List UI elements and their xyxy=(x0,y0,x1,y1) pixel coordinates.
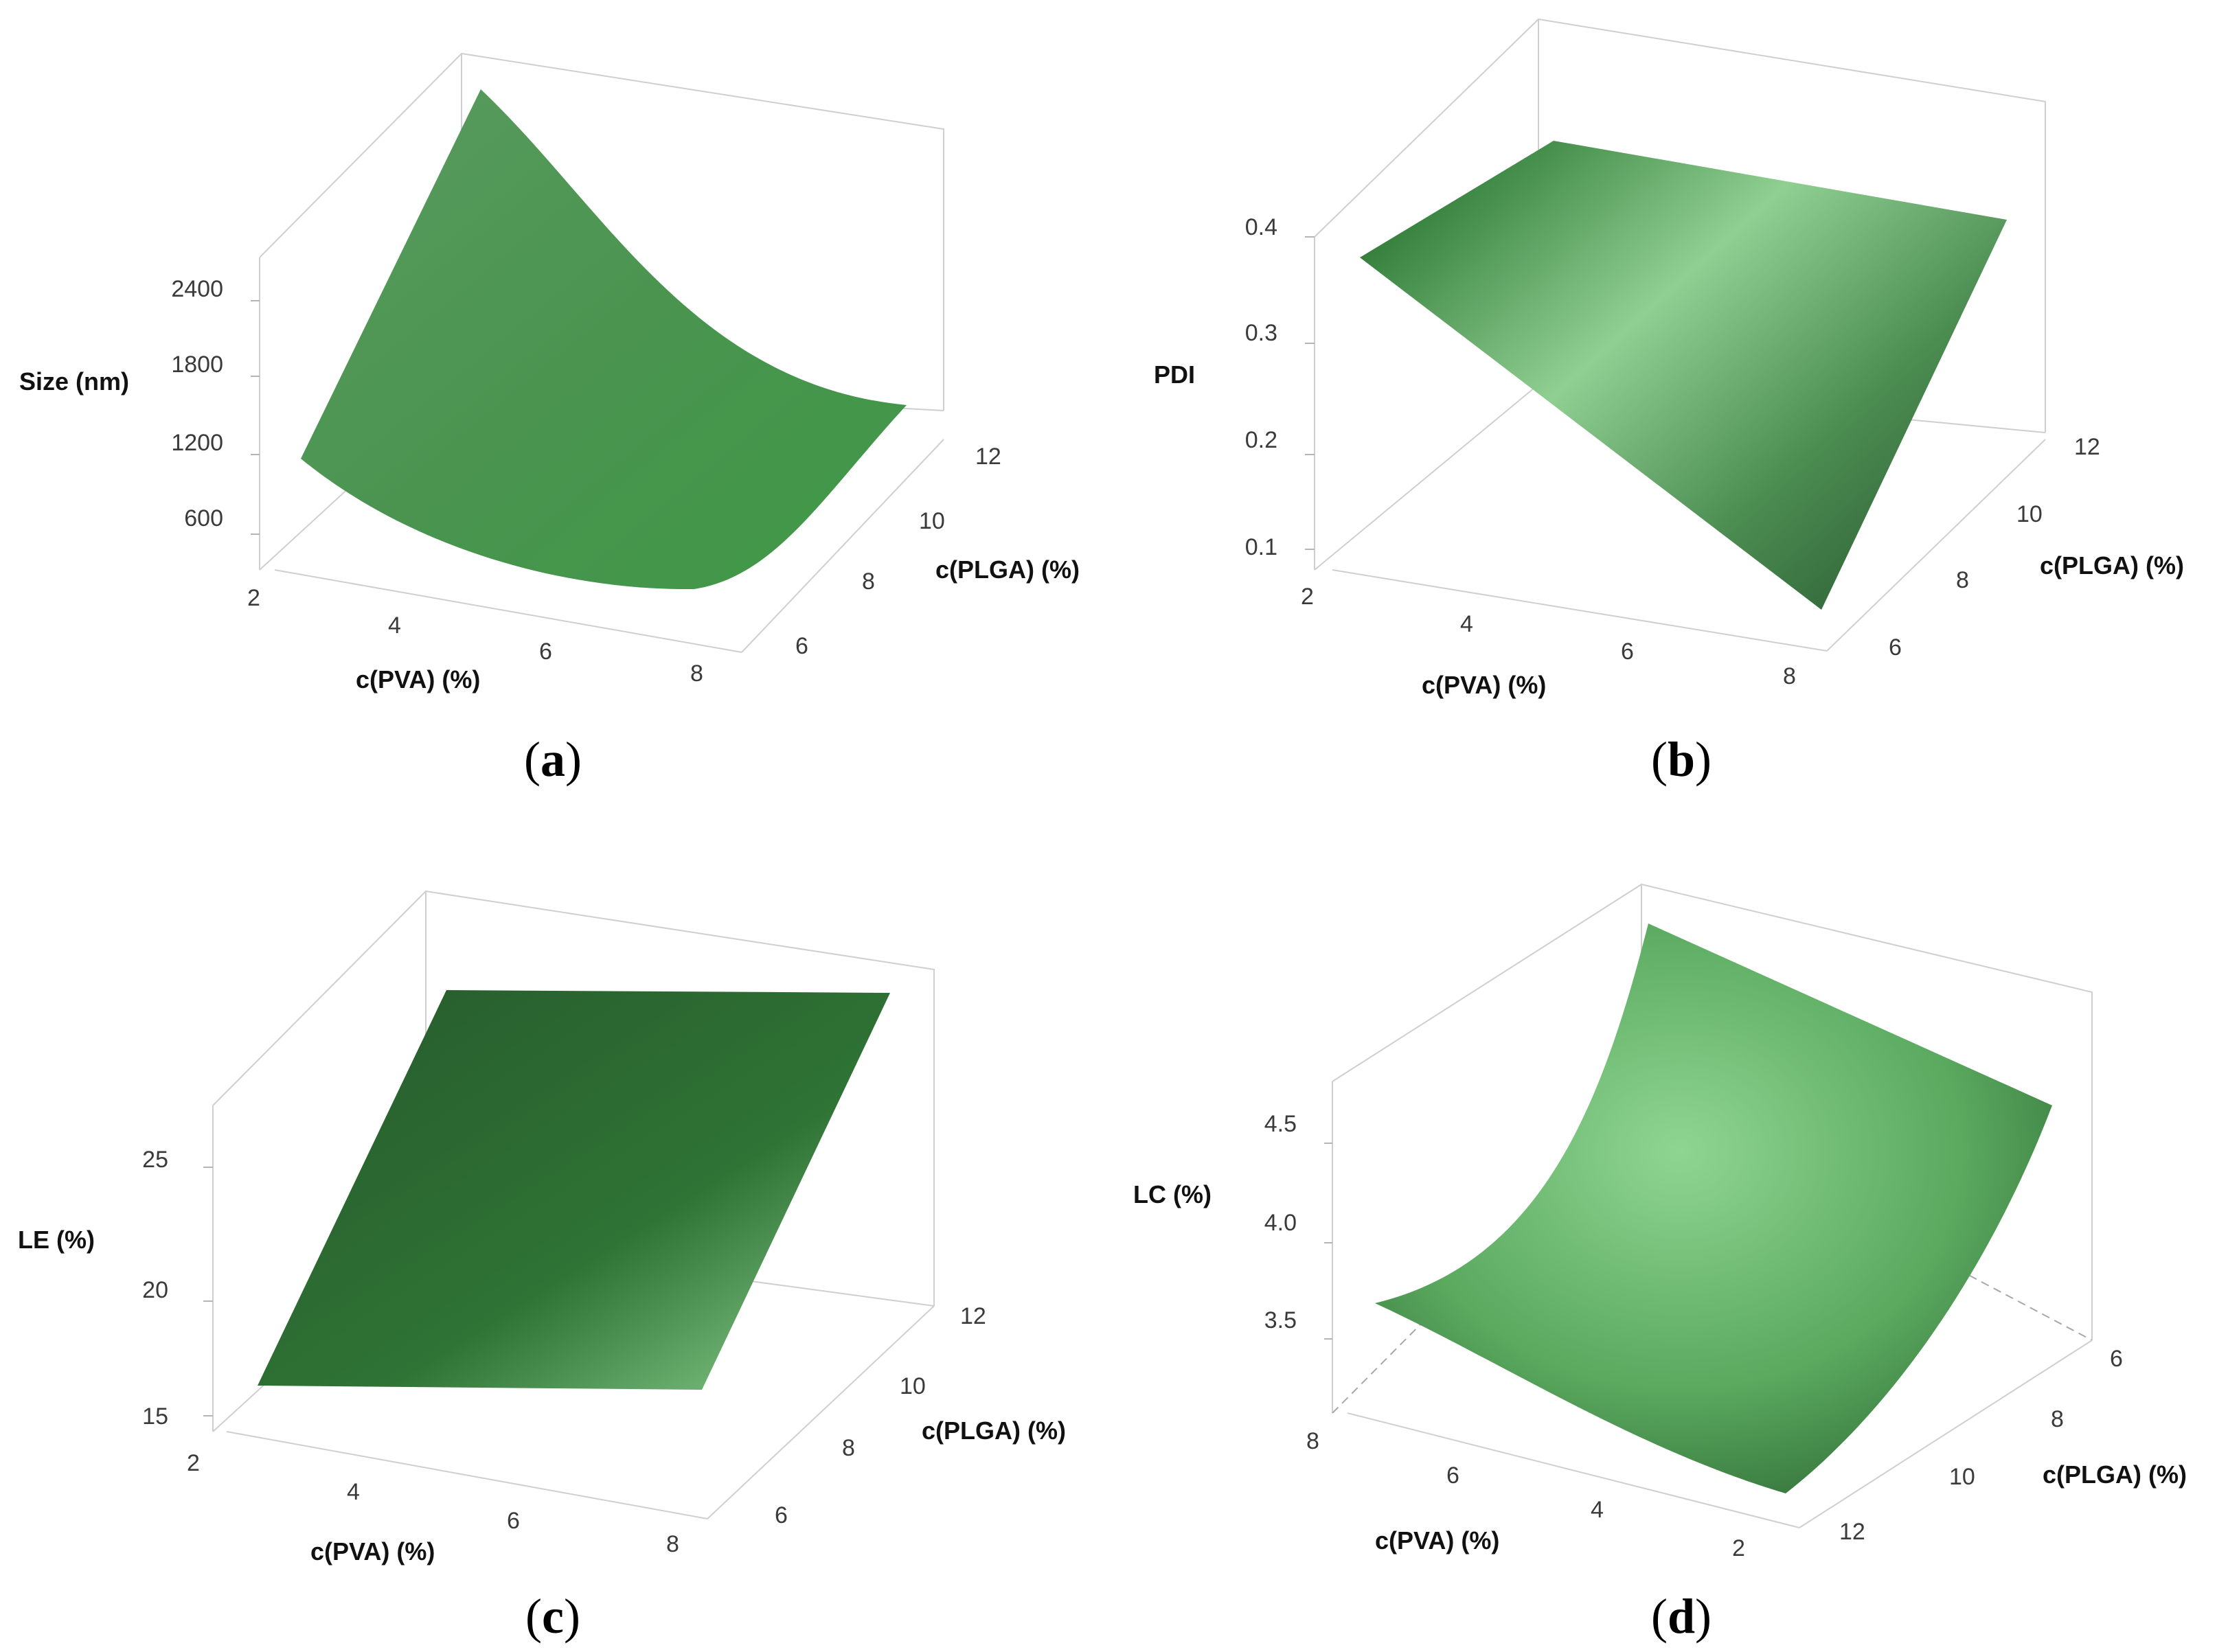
caption-c: (c) xyxy=(525,1589,580,1644)
y-tick-d-3: 8 xyxy=(2051,1406,2064,1432)
z-axis-c: 25 20 15 LE (%) xyxy=(18,1147,213,1430)
y-tick-c-2: 8 xyxy=(842,1435,855,1461)
x-tick-b-3: 6 xyxy=(1621,639,1634,665)
x-tick-a-2: 4 xyxy=(388,612,401,639)
y-tick-d-4: 6 xyxy=(2110,1346,2123,1372)
y-tick-b-2: 8 xyxy=(1956,567,1969,593)
z-axis-title-c: LE (%) xyxy=(18,1226,95,1254)
x-tick-d-3: 4 xyxy=(1591,1497,1604,1523)
x-axis-a: 2 4 6 8 c(PVA) (%) xyxy=(247,585,703,693)
x-axis-b: 2 4 6 8 c(PVA) (%) xyxy=(1301,584,1796,699)
panel-a: 2400 1800 1200 600 Size (nm) 2 4 6 8 c(P… xyxy=(19,52,1080,787)
y-axis-d: 12 10 8 6 c(PLGA) (%) xyxy=(1839,1346,2187,1545)
z-axis-a: 2400 1800 1200 600 Size (nm) xyxy=(19,276,260,535)
z-tick-d-1: 3.5 xyxy=(1264,1307,1297,1333)
z-tick-a-4: 2400 xyxy=(171,276,223,302)
z-tick-b-4: 0.4 xyxy=(1245,214,1277,240)
x-axis-title-c: c(PVA) (%) xyxy=(310,1537,435,1565)
z-tick-a-2: 1200 xyxy=(171,430,223,456)
x-tick-d-1: 8 xyxy=(1306,1428,1319,1454)
x-axis-c: 2 4 6 8 c(PVA) (%) xyxy=(187,1450,679,1565)
y-axis-title-a: c(PLGA) (%) xyxy=(935,555,1080,584)
z-tick-b-1: 0.1 xyxy=(1245,534,1277,560)
y-tick-c-1: 6 xyxy=(775,1502,788,1528)
x-tick-a-1: 2 xyxy=(247,585,260,611)
y-tick-b-1: 6 xyxy=(1889,634,1902,661)
z-axis-title-d: LC (%) xyxy=(1133,1180,1212,1208)
z-tick-c-2: 20 xyxy=(142,1277,168,1303)
y-tick-d-1: 12 xyxy=(1839,1519,1865,1545)
y-axis-title-b: c(PLGA) (%) xyxy=(2040,551,2184,580)
surface-b xyxy=(1360,141,2007,610)
x-axis-d: 8 6 4 2 c(PVA) (%) xyxy=(1306,1428,1745,1561)
panel-d: 4.5 4.0 3.5 LC (%) 8 6 4 2 c(PVA) (%) 12… xyxy=(1133,883,2187,1644)
z-tick-b-3: 0.3 xyxy=(1245,320,1277,346)
surface-d xyxy=(1375,923,2052,1493)
x-tick-b-4: 8 xyxy=(1783,663,1796,689)
y-tick-d-2: 10 xyxy=(1949,1464,1975,1490)
y-axis-title-c: c(PLGA) (%) xyxy=(922,1416,1066,1445)
y-tick-b-4: 12 xyxy=(2074,434,2100,460)
surface-a xyxy=(301,89,907,590)
z-tick-d-3: 4.5 xyxy=(1264,1111,1297,1137)
y-tick-a-4: 12 xyxy=(975,444,1001,470)
y-axis-a: 6 8 10 12 c(PLGA) (%) xyxy=(795,444,1080,659)
x-tick-b-1: 2 xyxy=(1301,584,1314,610)
z-tick-a-3: 1800 xyxy=(171,352,223,378)
x-axis-title-b: c(PVA) (%) xyxy=(1422,671,1546,699)
panel-b: 0.4 0.3 0.2 0.1 PDI 2 4 6 8 c(PVA) (%) 6… xyxy=(1154,18,2184,787)
y-tick-c-3: 10 xyxy=(900,1373,926,1399)
x-axis-title-a: c(PVA) (%) xyxy=(356,665,480,693)
z-tick-d-2: 4.0 xyxy=(1264,1210,1297,1236)
caption-a: (a) xyxy=(524,732,582,787)
z-tick-a-1: 600 xyxy=(184,505,223,531)
z-axis-title-b: PDI xyxy=(1154,360,1195,389)
x-tick-c-2: 4 xyxy=(347,1479,360,1505)
z-tick-c-3: 25 xyxy=(142,1147,168,1173)
x-tick-c-4: 8 xyxy=(666,1531,679,1557)
y-tick-b-3: 10 xyxy=(2016,501,2043,527)
y-axis-b: 6 8 10 12 c(PLGA) (%) xyxy=(1889,434,2184,661)
x-tick-a-4: 8 xyxy=(690,661,703,687)
panel-c: 25 20 15 LE (%) 2 4 6 8 c(PVA) (%) 6 8 1… xyxy=(18,890,1066,1644)
z-tick-c-1: 15 xyxy=(142,1403,168,1430)
caption-b: (b) xyxy=(1651,732,1712,787)
z-axis-title-a: Size (nm) xyxy=(19,367,129,395)
y-tick-c-4: 12 xyxy=(960,1303,986,1329)
x-tick-b-2: 4 xyxy=(1460,611,1473,637)
z-axis-b: 0.4 0.3 0.2 0.1 PDI xyxy=(1154,214,1315,560)
x-tick-d-2: 6 xyxy=(1446,1462,1459,1489)
y-axis-c: 6 8 10 12 c(PLGA) (%) xyxy=(775,1303,1066,1528)
z-tick-b-2: 0.2 xyxy=(1245,427,1277,453)
x-tick-c-3: 6 xyxy=(507,1508,520,1534)
caption-d: (d) xyxy=(1651,1589,1712,1644)
x-tick-d-4: 2 xyxy=(1732,1535,1745,1561)
y-tick-a-2: 8 xyxy=(862,569,875,595)
y-tick-a-1: 6 xyxy=(795,633,808,659)
y-axis-title-d: c(PLGA) (%) xyxy=(2043,1460,2187,1489)
y-tick-a-3: 10 xyxy=(919,508,945,534)
x-tick-c-1: 2 xyxy=(187,1450,200,1476)
x-tick-a-3: 6 xyxy=(539,639,552,665)
z-axis-d: 4.5 4.0 3.5 LC (%) xyxy=(1133,1111,1332,1340)
surface-c xyxy=(258,990,890,1390)
x-axis-title-d: c(PVA) (%) xyxy=(1375,1526,1499,1555)
